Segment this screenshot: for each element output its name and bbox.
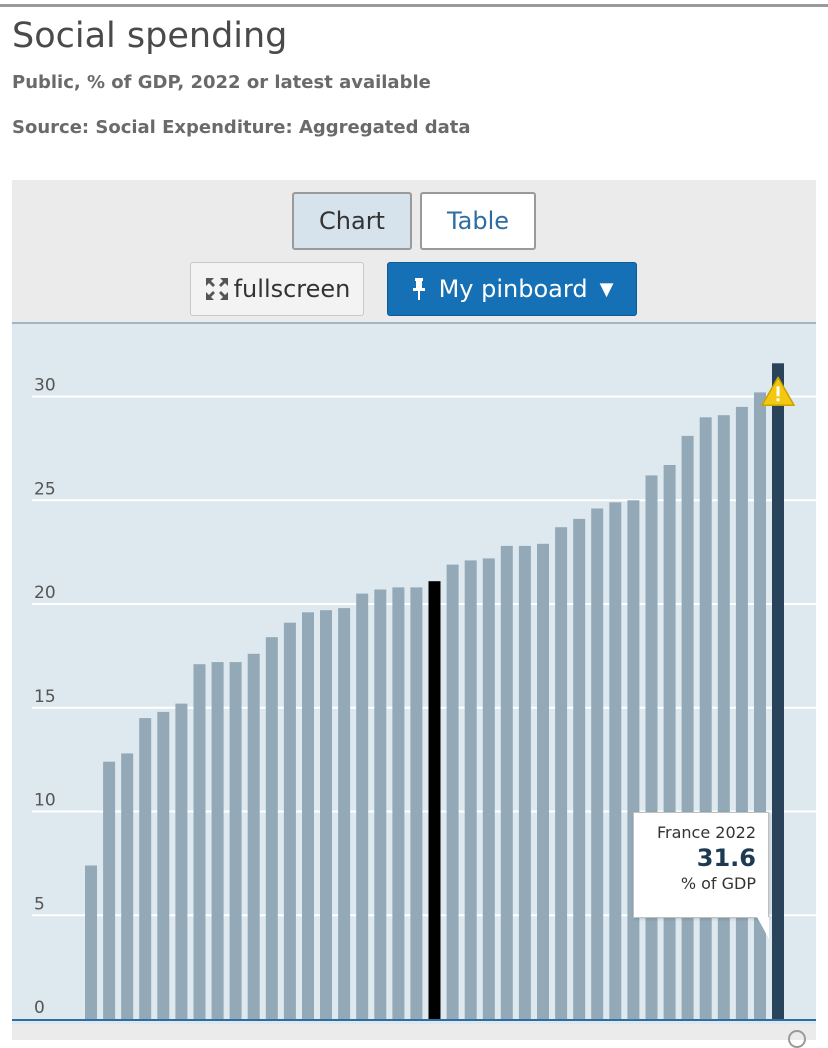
bar[interactable]: [139, 718, 152, 1019]
tooltip-value: 31.6: [696, 844, 756, 872]
bar[interactable]: [464, 560, 477, 1019]
bar[interactable]: [482, 558, 495, 1019]
dropdown-caret-icon: ▼: [599, 278, 614, 300]
bar[interactable]: [410, 587, 423, 1019]
y-tick-label: 10: [34, 791, 56, 811]
my-pinboard-button[interactable]: My pinboard ▼: [387, 262, 637, 316]
y-tick-label: 30: [34, 376, 56, 396]
bar-tooltip: France 2022 31.6 % of GDP: [633, 812, 769, 939]
bar[interactable]: [591, 508, 604, 1020]
bar[interactable]: [699, 417, 712, 1020]
chart-tab-button[interactable]: Chart: [292, 192, 412, 250]
bar[interactable]: [717, 415, 730, 1019]
bar[interactable]: [735, 406, 748, 1019]
chart-subtitle: Public, % of GDP, 2022 or latest availab…: [12, 72, 431, 93]
bar[interactable]: [627, 500, 640, 1020]
bar[interactable]: [175, 703, 188, 1019]
table-tab-label: Table: [446, 207, 510, 235]
tooltip-unit: % of GDP: [680, 874, 756, 893]
bar[interactable]: [518, 545, 531, 1019]
bar[interactable]: [609, 502, 622, 1019]
pin-icon: [412, 278, 425, 300]
bar[interactable]: [681, 435, 694, 1019]
data-source: Source: Social Expenditure: Aggregated d…: [12, 117, 471, 138]
bar[interactable]: [157, 711, 170, 1019]
bar-oecd-average[interactable]: [428, 581, 441, 1019]
bar[interactable]: [211, 662, 224, 1019]
bar[interactable]: [247, 653, 260, 1019]
fullscreen-button[interactable]: fullscreen: [190, 262, 364, 316]
bar[interactable]: [302, 612, 314, 1019]
bar[interactable]: [392, 587, 405, 1019]
bar[interactable]: [320, 610, 332, 1019]
chart-panel: Chart Table fullscreen My pinboard ▼: [12, 180, 816, 1040]
my-pinboard-label: My pinboard: [438, 275, 588, 303]
y-tick-label: 5: [34, 894, 45, 914]
bar[interactable]: [229, 662, 242, 1019]
fullscreen-label: fullscreen: [233, 275, 351, 303]
expand-arrows-icon: [205, 278, 228, 300]
bar-selected[interactable]: [772, 363, 784, 1019]
chart-tab-label: Chart: [319, 207, 385, 235]
bar[interactable]: [537, 543, 549, 1019]
bar[interactable]: [573, 518, 586, 1019]
warning-icon[interactable]: [761, 376, 795, 407]
bar[interactable]: [374, 589, 387, 1020]
tooltip-country: France 2022: [656, 823, 756, 842]
bar[interactable]: [283, 622, 296, 1019]
y-tick-label: 15: [34, 687, 56, 707]
bar[interactable]: [338, 608, 351, 1019]
top-rule: [0, 4, 828, 7]
bar[interactable]: [500, 545, 513, 1019]
bar[interactable]: [555, 527, 568, 1019]
table-tab-button[interactable]: Table: [420, 192, 536, 250]
bar[interactable]: [265, 637, 278, 1019]
bar[interactable]: [103, 761, 116, 1019]
bar[interactable]: [645, 475, 658, 1019]
y-tick-label: 0: [34, 998, 45, 1018]
bar[interactable]: [356, 593, 369, 1019]
bar[interactable]: [446, 564, 459, 1019]
bar[interactable]: [85, 865, 97, 1020]
bar[interactable]: [121, 753, 134, 1019]
bar[interactable]: [663, 465, 676, 1019]
y-tick-label: 25: [34, 479, 56, 499]
help-icon[interactable]: [788, 1030, 806, 1048]
y-tick-label: 20: [34, 583, 56, 603]
bar[interactable]: [193, 664, 206, 1019]
page-title: Social spending: [12, 16, 288, 56]
